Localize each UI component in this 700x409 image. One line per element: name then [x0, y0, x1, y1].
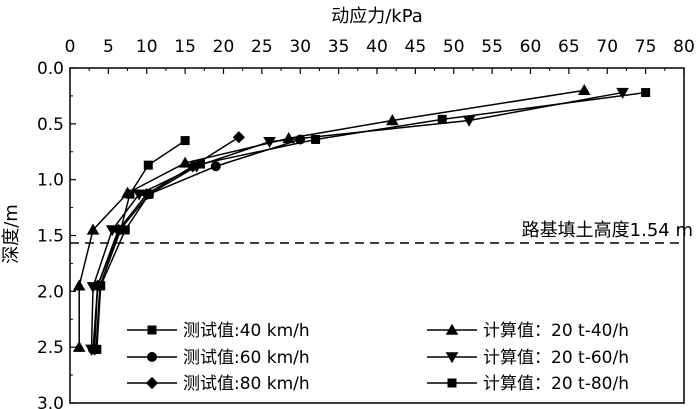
data-marker [437, 114, 447, 124]
data-marker [86, 223, 100, 235]
series-line [95, 139, 186, 350]
legend-item: 测试值:80 km/h [127, 374, 310, 394]
series-4 [72, 84, 591, 352]
x-tick-label: 10 [136, 37, 158, 57]
y-tick-label: 0.0 [37, 59, 64, 79]
series-5 [85, 87, 629, 356]
x-tick-label: 65 [558, 37, 580, 57]
data-marker [72, 340, 86, 352]
series-line [96, 91, 646, 350]
legend-label: 测试值:60 km/h [183, 348, 310, 368]
data-marker [145, 376, 159, 390]
data-marker [92, 344, 102, 354]
y-tick-label: 3.0 [37, 394, 64, 409]
legend-item: 计算值：20 t-40/h [427, 321, 629, 341]
data-marker [447, 378, 457, 388]
x-axis-title: 动应力/kPa [331, 6, 423, 27]
x-tick-label: 5 [103, 37, 114, 57]
data-marker [147, 352, 157, 362]
series-line [78, 89, 585, 348]
y-axis-title: 深度/m [1, 204, 22, 264]
data-marker [120, 225, 130, 235]
x-tick-label: 50 [443, 37, 465, 57]
x-tick-label: 0 [65, 37, 76, 57]
y-tick-label: 0.5 [37, 115, 64, 135]
legend-item: 测试值:60 km/h [127, 348, 310, 368]
data-marker [86, 282, 100, 294]
series-layer [72, 84, 651, 356]
series-line [90, 91, 623, 350]
x-axis: 0 5 10 15 20 25 30 35 40 45 50 55 60 65 70 75 80 [65, 37, 695, 74]
y-tick-label: 1.0 [37, 171, 64, 191]
x-tick-label: 20 [213, 37, 235, 57]
data-marker [445, 352, 459, 364]
fill-height-annotation: 路基填土高度1.54 m [522, 220, 693, 241]
data-marker [263, 136, 276, 148]
legend-label: 计算值：20 t-40/h [483, 321, 629, 341]
y-tick-label: 2.0 [37, 282, 64, 302]
x-tick-label: 40 [366, 37, 388, 57]
data-marker [121, 186, 134, 198]
data-marker [132, 189, 146, 201]
x-tick-label: 30 [289, 37, 311, 57]
data-marker [178, 156, 192, 168]
data-marker [311, 134, 321, 144]
data-marker [96, 281, 106, 291]
data-marker [143, 160, 153, 170]
x-tick-label: 75 [635, 37, 657, 57]
x-tick-label: 15 [174, 37, 196, 57]
data-marker [232, 131, 245, 144]
x-tick-label: 60 [520, 37, 542, 57]
y-axis: 0.0 0.5 1.0 1.5 2.0 2.5 3.0 [37, 59, 76, 409]
x-tick-label: 70 [596, 37, 618, 57]
data-marker [144, 189, 154, 199]
legend-label: 计算值：20 t-60/h [483, 348, 629, 368]
legend-item: 测试值:40 km/h [127, 321, 310, 341]
data-marker [616, 87, 629, 99]
series-6 [92, 88, 651, 354]
legend-item: 计算值：20 t-60/h [427, 348, 629, 368]
data-marker [105, 225, 119, 237]
x-tick-label: 25 [251, 37, 273, 57]
x-tick-label: 55 [481, 37, 503, 57]
data-marker [195, 159, 205, 169]
legend-label: 计算值：20 t-80/h [483, 374, 629, 394]
data-marker [577, 84, 591, 96]
legend-label: 测试值:80 km/h [183, 374, 310, 394]
x-tick-label: 45 [405, 37, 427, 57]
data-marker [445, 323, 459, 335]
y-tick-label: 2.5 [37, 338, 64, 358]
data-marker [72, 279, 86, 291]
x-tick-label: 35 [328, 37, 350, 57]
data-marker [147, 325, 157, 335]
data-marker [210, 161, 221, 172]
data-marker [386, 114, 399, 126]
y-tick-label: 1.5 [37, 227, 64, 247]
legend-item: 计算值：20 t-80/h [427, 374, 629, 394]
data-marker [462, 115, 476, 127]
legend-label: 测试值:40 km/h [183, 321, 310, 341]
legend: 测试值:40 km/h 测试值:60 km/h 测试值:80 km/h 计算值：20 … [127, 321, 629, 394]
x-tick-label: 80 [673, 37, 695, 57]
data-marker [641, 88, 651, 98]
data-marker [180, 136, 190, 146]
